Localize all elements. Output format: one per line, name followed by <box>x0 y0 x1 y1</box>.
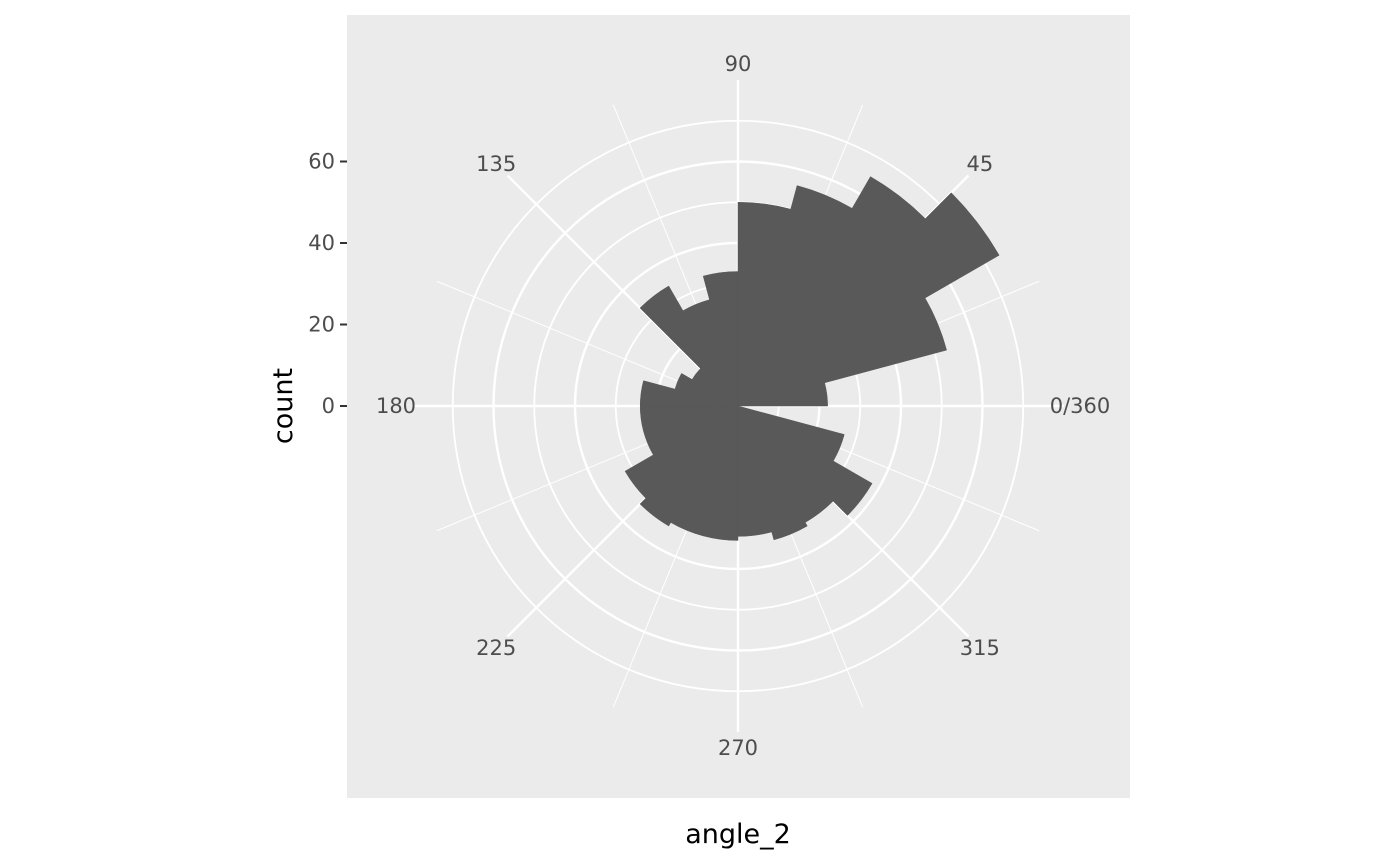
x-axis-title: angle_2 <box>685 819 791 850</box>
angle-tick-label: 135 <box>476 152 516 176</box>
radial-axis: 0 20 40 60 <box>308 150 347 418</box>
histogram-bar <box>702 271 739 407</box>
histogram-bar <box>639 405 739 527</box>
histogram-bar <box>702 405 739 541</box>
angle-tick-label: 315 <box>960 636 1000 660</box>
radial-axis-tick-label: 20 <box>308 313 335 337</box>
histogram-bar <box>737 176 926 407</box>
angle-tick-label: 90 <box>725 52 752 76</box>
histogram-bars <box>624 176 1000 541</box>
angle-tick-label: 270 <box>718 736 758 760</box>
radial-axis-tick-label: 60 <box>308 150 335 174</box>
histogram-bar <box>639 285 739 407</box>
histogram-bar <box>737 185 853 407</box>
angle-tick-label: 0/360 <box>1050 394 1111 418</box>
angle-tick-label: 45 <box>966 152 993 176</box>
angle-tick-label: 225 <box>476 636 516 660</box>
histogram-bar <box>737 201 792 407</box>
angle-tick-label: 180 <box>376 394 416 418</box>
histogram-bar <box>737 405 873 516</box>
radial-axis-tick-label: 40 <box>308 231 335 255</box>
radial-axis-tick-label: 0 <box>322 394 335 418</box>
histogram-bar <box>737 405 808 541</box>
histogram-bar <box>737 405 845 462</box>
y-axis-title: count <box>268 368 299 444</box>
angle-tick-labels: 0/360 45 90 135 180 225 270 315 <box>376 52 1110 760</box>
histogram-bar <box>737 192 1000 407</box>
